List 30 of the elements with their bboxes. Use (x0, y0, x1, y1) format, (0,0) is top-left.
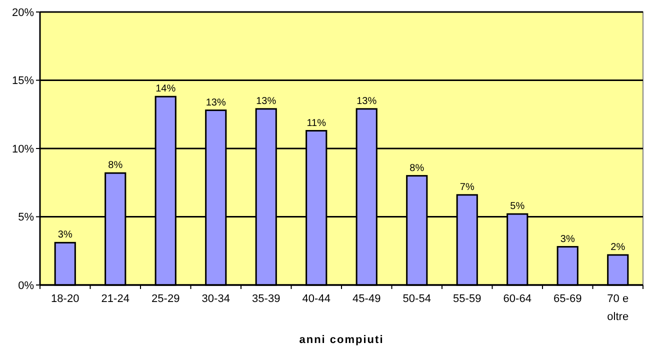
data-label: 8% (108, 160, 123, 172)
y-tick-label: 20% (12, 6, 34, 19)
data-label: 13% (356, 96, 377, 107)
y-tick-label: 15% (12, 75, 34, 88)
y-tick-label: 5% (18, 212, 34, 224)
x-tick-label: 60-64 (503, 293, 532, 305)
x-tick-label: 30-34 (202, 293, 230, 305)
data-label: 5% (510, 201, 525, 212)
data-label: 11% (306, 118, 326, 129)
data-label: 7% (460, 182, 474, 193)
data-label: 8% (410, 162, 424, 174)
data-label: 2% (610, 242, 626, 253)
x-tick-label: 50-54 (402, 293, 431, 305)
data-label: 14% (156, 84, 176, 95)
x-tick-label: 40-44 (302, 293, 330, 305)
x-tick-label: 65-69 (554, 293, 582, 305)
x-tick-label: 18-20 (51, 293, 80, 305)
data-label: 3% (560, 234, 575, 245)
x-tick-label: 45-49 (352, 293, 381, 305)
x-tick-label: 70 e oltre (607, 293, 629, 323)
data-label: 13% (256, 96, 276, 107)
data-label: 13% (206, 97, 226, 108)
x-tick-label: 35-39 (252, 293, 280, 305)
x-axis-title: anni compiuti (299, 334, 384, 346)
y-tick-label: 0% (18, 280, 34, 292)
x-tick-label: 21-24 (101, 293, 130, 305)
x-tick-label: 25-29 (152, 293, 180, 305)
y-tick-label: 10% (12, 143, 34, 156)
x-tick-label: 55-59 (453, 293, 482, 305)
data-label: 3% (58, 230, 72, 241)
